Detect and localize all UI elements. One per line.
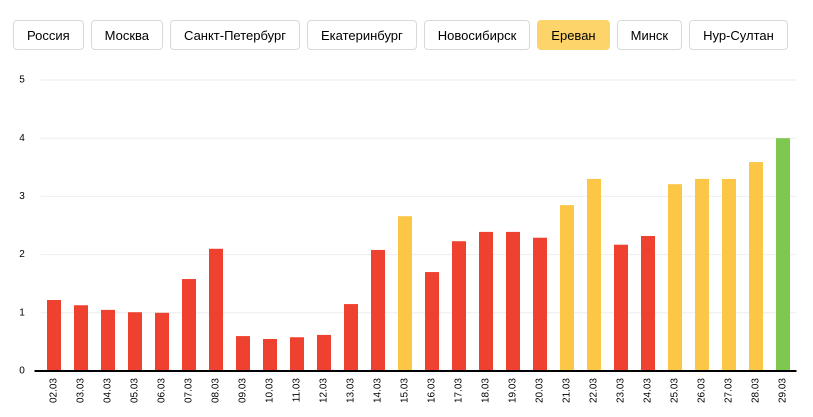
- x-tick-label: 22.03: [589, 378, 600, 403]
- y-tick-label: 4: [19, 133, 25, 144]
- y-tick-label: 1: [19, 307, 25, 318]
- bar: [776, 138, 790, 371]
- x-tick-label: 26.03: [697, 378, 708, 403]
- x-tick-label: 10.03: [265, 378, 276, 403]
- bar: [47, 299, 61, 371]
- y-tick-label: 2: [19, 249, 25, 260]
- city-tab[interactable]: Санкт-Петербург: [170, 20, 300, 50]
- bar: [290, 337, 304, 371]
- x-tick-label: 21.03: [562, 378, 573, 403]
- bar: [614, 244, 628, 371]
- x-tick-label: 28.03: [751, 378, 762, 403]
- bar: [398, 216, 412, 371]
- bar: [209, 248, 223, 371]
- y-tick-label: 3: [19, 191, 25, 202]
- bar: [668, 184, 682, 371]
- bar: [101, 309, 115, 371]
- bar: [317, 334, 331, 371]
- bar: [128, 312, 142, 371]
- x-tick-label: 06.03: [157, 378, 168, 403]
- x-tick-label: 09.03: [238, 378, 249, 403]
- city-tabs: Россия Москва Санкт-Петербург Екатеринбург Н…: [13, 20, 788, 50]
- y-tick-label: 5: [19, 75, 25, 86]
- bar: [506, 231, 520, 371]
- x-tick-label: 20.03: [535, 378, 546, 403]
- x-tick-label: 17.03: [454, 378, 465, 403]
- bar: [560, 205, 574, 371]
- bar: [641, 235, 655, 371]
- city-tab[interactable]: Нур-Султан: [689, 20, 788, 50]
- x-tick-label: 18.03: [481, 378, 492, 403]
- bar: [749, 162, 763, 371]
- bar: [722, 178, 736, 371]
- x-tick-label: 12.03: [319, 378, 330, 403]
- city-tab[interactable]: Москва: [90, 20, 164, 50]
- city-tab[interactable]: Екатеринбург: [307, 20, 417, 50]
- x-tick-label: 27.03: [724, 378, 735, 403]
- bar: [182, 279, 196, 371]
- bar: [479, 231, 493, 371]
- x-tick-label: 02.03: [49, 378, 60, 403]
- x-tick-label: 11.03: [292, 378, 303, 403]
- x-tick-label: 07.03: [184, 378, 195, 403]
- bar: [236, 336, 250, 371]
- x-tick-label: 29.03: [778, 378, 789, 403]
- city-tab[interactable]: Минск: [616, 20, 683, 50]
- x-tick-label: 04.03: [103, 378, 114, 403]
- bar: [155, 312, 169, 371]
- x-tick-label: 13.03: [346, 378, 357, 403]
- bar: [371, 249, 385, 371]
- x-tick-label: 16.03: [427, 378, 438, 403]
- bar: [695, 178, 709, 371]
- bar: [452, 241, 466, 371]
- x-tick-label: 23.03: [616, 378, 627, 403]
- x-tick-label: 05.03: [130, 378, 141, 403]
- x-tick-label: 03.03: [76, 378, 87, 403]
- x-tick-label: 24.03: [643, 378, 654, 403]
- bar: [263, 338, 277, 371]
- city-tab[interactable]: Россия: [13, 20, 84, 50]
- city-tab[interactable]: Новосибирск: [423, 20, 531, 50]
- bar: [74, 305, 88, 371]
- city-tab[interactable]: Ереван: [537, 20, 610, 50]
- bar: [344, 304, 358, 371]
- y-tick-label: 0: [19, 366, 25, 377]
- x-tick-label: 08.03: [211, 378, 222, 403]
- x-tick-label: 19.03: [508, 378, 519, 403]
- x-tick-label: 15.03: [400, 378, 411, 403]
- bar: [533, 237, 547, 371]
- x-tick-label: 14.03: [373, 378, 384, 403]
- x-tick-label: 25.03: [670, 378, 681, 403]
- bar: [587, 178, 601, 371]
- bar: [425, 272, 439, 371]
